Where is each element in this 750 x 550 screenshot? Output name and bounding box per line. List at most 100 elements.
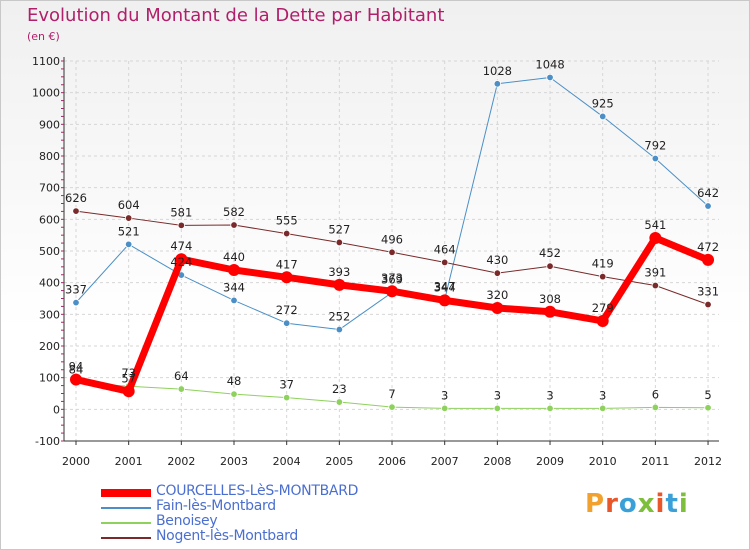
x-tick-label: 2006	[378, 455, 406, 468]
data-point	[544, 305, 557, 318]
data-point	[177, 221, 186, 230]
y-tick-label: 1000	[32, 87, 60, 100]
data-label: 23	[332, 382, 347, 396]
data-point	[388, 248, 396, 256]
data-label: 279	[592, 301, 614, 315]
data-point	[230, 296, 238, 305]
data-label: 252	[328, 310, 350, 324]
data-label: 3	[599, 388, 606, 402]
y-tick-label: 200	[39, 340, 60, 353]
data-label: 1048	[535, 57, 564, 71]
chart-title: Evolution du Montant de la Dette par Hab…	[27, 5, 445, 26]
data-label: 344	[223, 280, 245, 294]
data-label: 57	[121, 371, 136, 385]
x-tick-label: 2001	[115, 455, 143, 468]
data-label: 391	[644, 266, 666, 280]
x-tick-label: 2012	[694, 455, 722, 468]
data-point	[282, 393, 291, 402]
data-label: 3	[494, 388, 501, 402]
data-label: 440	[223, 250, 245, 264]
x-tick-label: 2009	[536, 455, 564, 468]
data-label: 373	[381, 271, 403, 285]
data-point	[440, 258, 449, 267]
data-label: 64	[174, 369, 189, 383]
data-point	[651, 154, 660, 163]
y-tick-label: 800	[39, 150, 60, 163]
data-label: 320	[486, 288, 508, 302]
data-label: 527	[328, 222, 350, 236]
x-tick-label: 2003	[220, 455, 248, 468]
data-label: 642	[697, 186, 719, 200]
data-point	[704, 300, 712, 309]
y-tick-label: 100	[39, 372, 60, 385]
data-label: 424	[170, 255, 192, 269]
legend-label: Fain-lès-Montbard	[156, 498, 276, 514]
data-point	[599, 404, 607, 413]
data-point	[546, 73, 554, 82]
data-label: 1028	[483, 64, 512, 78]
legend-label: Nogent-lès-Montbard	[156, 528, 298, 544]
data-point	[491, 302, 504, 314]
data-point	[333, 278, 346, 291]
data-point	[230, 390, 238, 398]
data-point	[228, 264, 241, 276]
data-label: 73	[121, 366, 136, 380]
data-label: 347	[434, 279, 456, 293]
legend-label: Benoisey	[156, 513, 218, 529]
data-label: 464	[434, 242, 456, 256]
data-point	[70, 373, 82, 386]
data-label: 3	[441, 388, 448, 402]
x-tick-label: 2007	[431, 455, 459, 468]
data-point	[440, 404, 449, 413]
data-point	[651, 281, 660, 290]
data-point	[649, 232, 662, 245]
data-label: 5	[704, 388, 711, 402]
y-tick-label: 600	[39, 213, 60, 226]
data-point	[493, 404, 502, 413]
x-tick-label: 2004	[273, 455, 301, 468]
data-point	[335, 398, 344, 406]
x-tick-label: 2002	[167, 455, 195, 468]
data-label: 369	[381, 272, 403, 286]
data-point	[72, 298, 80, 307]
data-point	[124, 240, 133, 249]
x-tick-label: 2008	[483, 455, 511, 468]
data-label: 474	[170, 239, 192, 253]
data-point	[599, 272, 607, 281]
data-point	[335, 238, 344, 247]
data-label: 496	[381, 232, 403, 246]
data-point	[704, 202, 712, 210]
data-point	[493, 80, 502, 88]
y-tick-label: 500	[39, 245, 60, 258]
x-tick-label: 2000	[62, 455, 90, 468]
legend-label: COURCELLES-LèS-MONTBARD	[156, 483, 359, 499]
data-point	[335, 325, 344, 334]
data-point	[599, 112, 607, 121]
data-label: 452	[539, 246, 561, 260]
data-label: 6	[652, 387, 659, 401]
data-point	[72, 207, 80, 215]
data-point	[280, 271, 293, 284]
data-label: 417	[276, 257, 298, 271]
data-point	[122, 385, 135, 398]
data-point	[282, 229, 291, 238]
data-label: 337	[65, 283, 87, 297]
legend-swatch	[101, 507, 151, 509]
data-label: 3	[546, 388, 553, 402]
data-label: 344	[434, 280, 456, 294]
data-label: 792	[644, 139, 666, 153]
data-point	[175, 253, 188, 266]
x-tick-label: 2011	[641, 455, 669, 468]
data-label: 472	[697, 240, 719, 254]
data-label: 308	[539, 292, 561, 306]
x-tick-label: 2005	[325, 455, 353, 468]
data-label: 581	[170, 205, 192, 219]
data-point	[438, 294, 451, 307]
unit-label: (en €)	[27, 30, 60, 43]
y-tick-label: -100	[35, 435, 60, 448]
y-tick-label: 400	[39, 277, 60, 290]
legend-swatch	[101, 522, 151, 524]
data-label: 393	[328, 265, 350, 279]
proxiti-logo: Proxiti	[585, 489, 689, 519]
